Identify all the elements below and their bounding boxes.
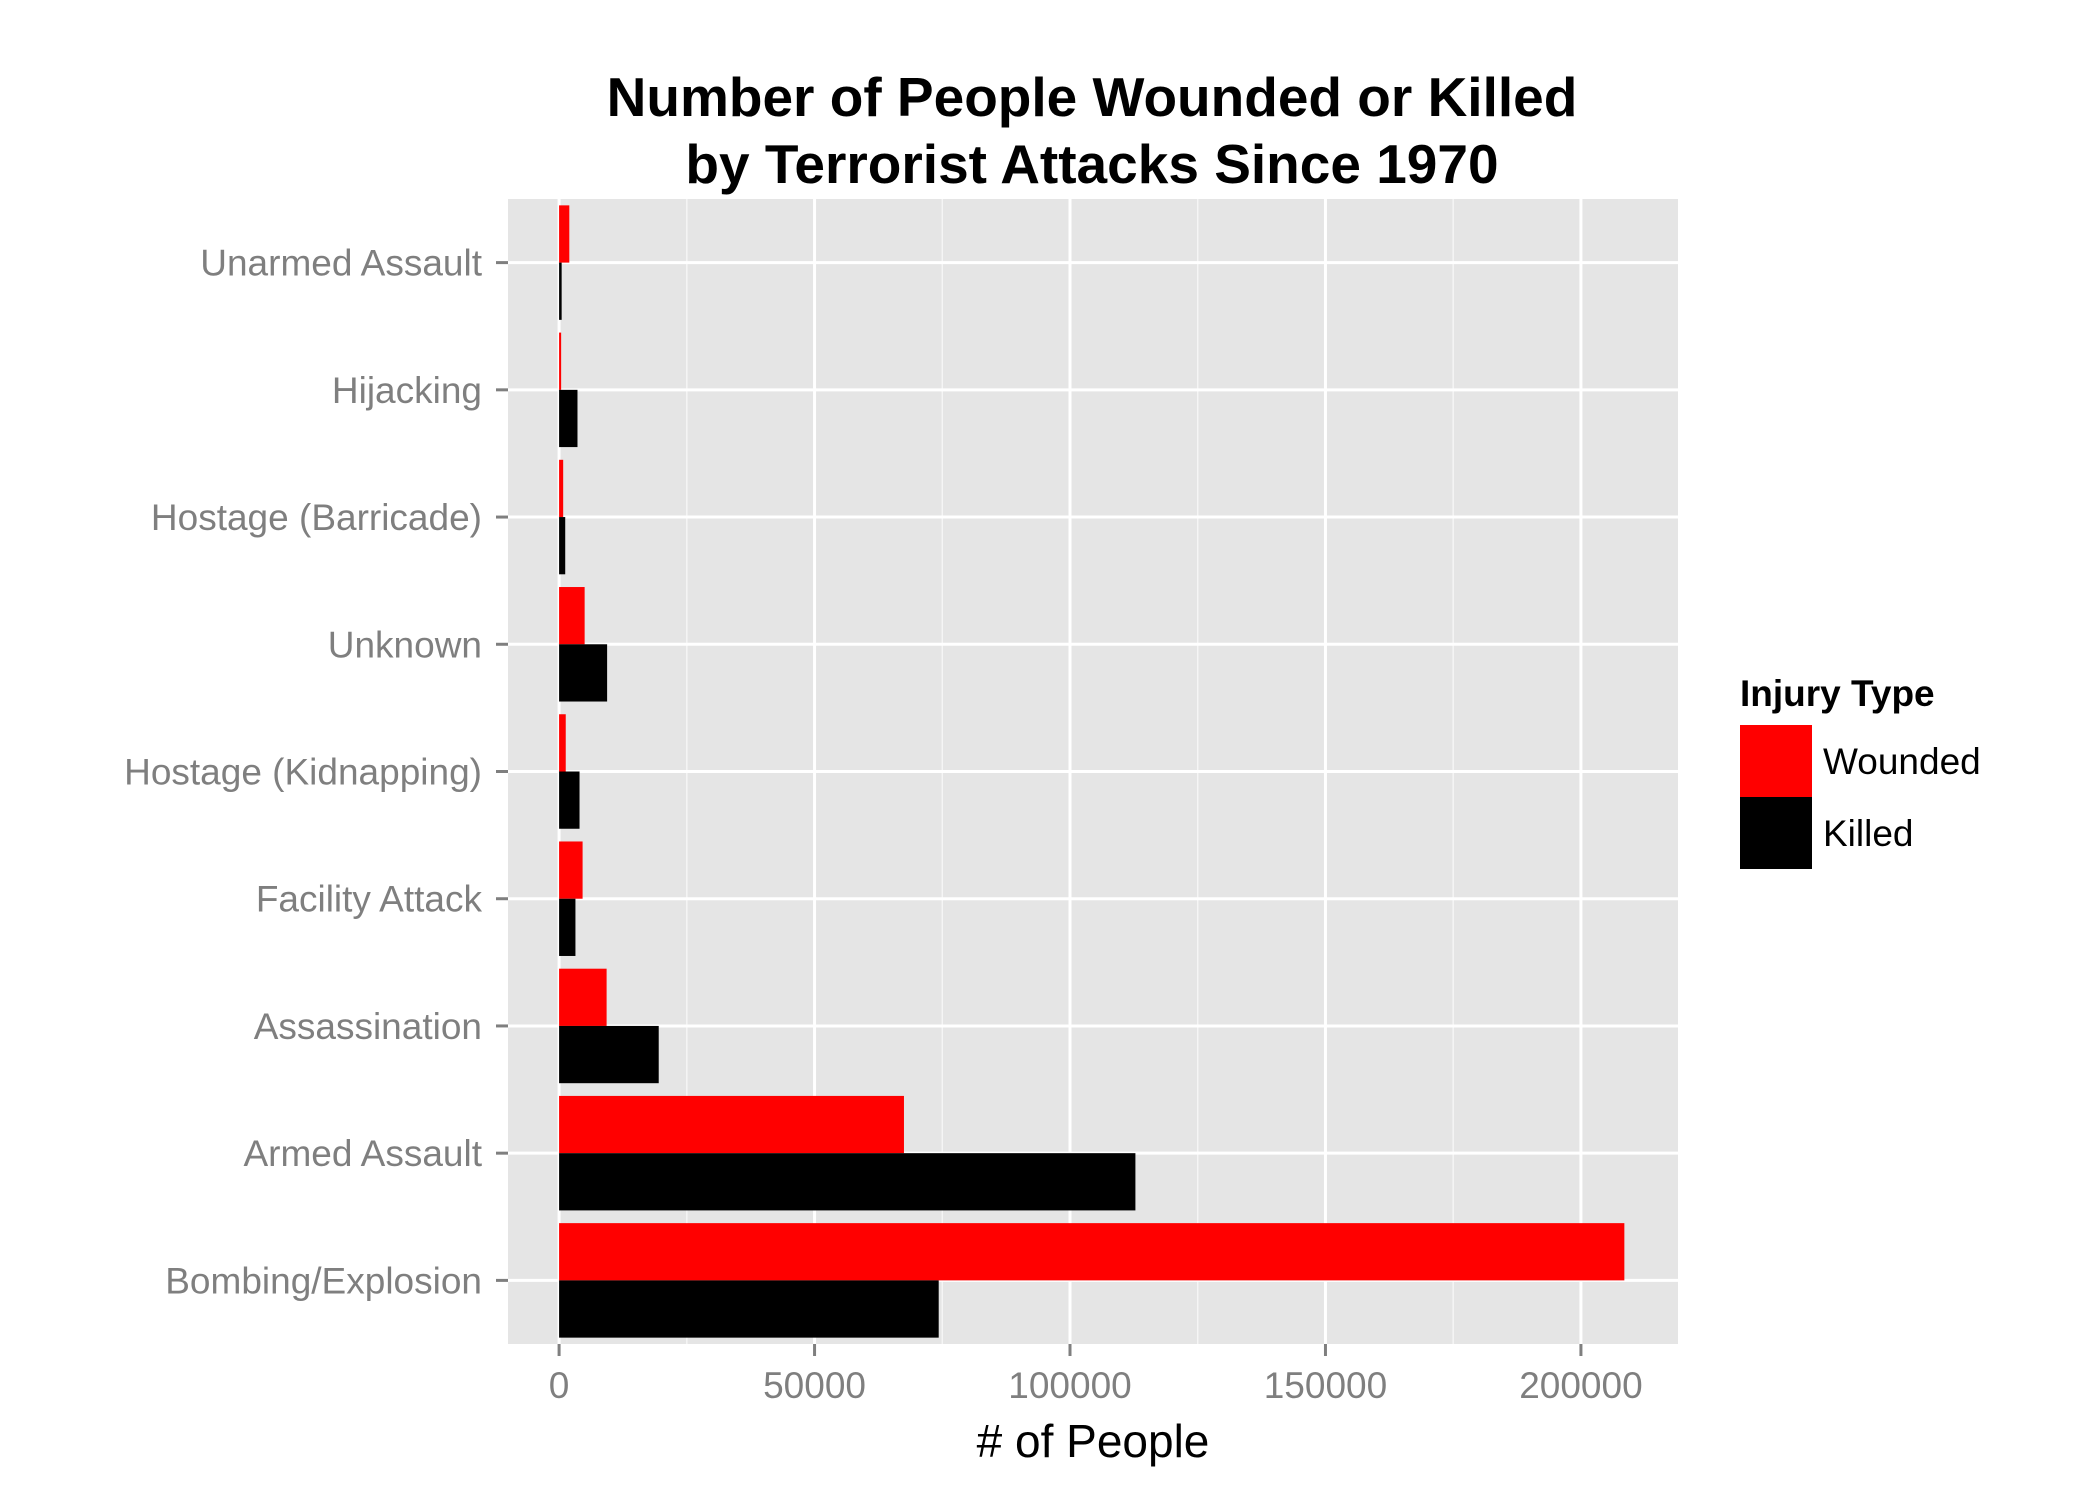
bar-wounded	[559, 332, 562, 390]
legend-label-wounded: Wounded	[1823, 741, 1981, 782]
legend-label-killed: Killed	[1823, 813, 1914, 854]
y-tick-label: Unknown	[328, 624, 482, 665]
chart-title-line1: Number of People Wounded or Killed	[607, 66, 1578, 128]
y-tick-label: Armed Assault	[243, 1133, 482, 1174]
bar-wounded	[559, 205, 570, 263]
bar-killed	[559, 771, 580, 829]
bar-wounded	[559, 1095, 904, 1154]
y-tick-label: Hijacking	[332, 370, 482, 411]
legend: Injury Type Wounded Killed	[1740, 673, 1981, 869]
bar-wounded	[559, 968, 607, 1026]
bar-wounded	[559, 459, 564, 518]
bar-wounded	[559, 587, 585, 645]
x-tick-label: 150000	[1264, 1365, 1387, 1406]
x-tick-label: 50000	[763, 1365, 866, 1406]
bar-killed	[559, 898, 576, 956]
chart-title-line2: by Terrorist Attacks Since 1970	[685, 133, 1498, 195]
legend-key-wounded	[1740, 725, 1812, 797]
bar-killed	[559, 389, 578, 448]
bar-killed	[559, 517, 566, 575]
bar-killed	[559, 1025, 659, 1084]
bar-killed	[559, 1153, 1136, 1211]
x-axis: 0 50000 100000 150000 200000	[549, 1344, 1643, 1406]
grid-lines	[508, 199, 1678, 1344]
bar-wounded	[559, 714, 566, 772]
y-axis: Unarmed Assault Hijacking Hostage (Barrica…	[124, 243, 508, 1301]
bar-killed	[559, 644, 608, 702]
legend-key-killed	[1740, 797, 1812, 869]
x-axis-label: # of People	[977, 1415, 1210, 1467]
y-tick-label: Assassination	[254, 1006, 482, 1047]
bar-killed	[559, 262, 562, 320]
bar-killed	[559, 1280, 939, 1338]
x-tick-label: 0	[549, 1365, 570, 1406]
legend-title: Injury Type	[1740, 673, 1935, 714]
bar-wounded	[559, 841, 583, 899]
y-tick-label: Hostage (Kidnapping)	[124, 752, 482, 793]
bars	[559, 205, 1625, 1338]
bar-wounded	[559, 1223, 1625, 1281]
y-tick-label: Bombing/Explosion	[165, 1260, 482, 1301]
x-tick-label: 200000	[1519, 1365, 1642, 1406]
y-tick-label: Facility Attack	[256, 879, 483, 920]
x-tick-label: 100000	[1008, 1365, 1131, 1406]
y-tick-label: Hostage (Barricade)	[151, 497, 482, 538]
y-tick-label: Unarmed Assault	[200, 243, 482, 284]
